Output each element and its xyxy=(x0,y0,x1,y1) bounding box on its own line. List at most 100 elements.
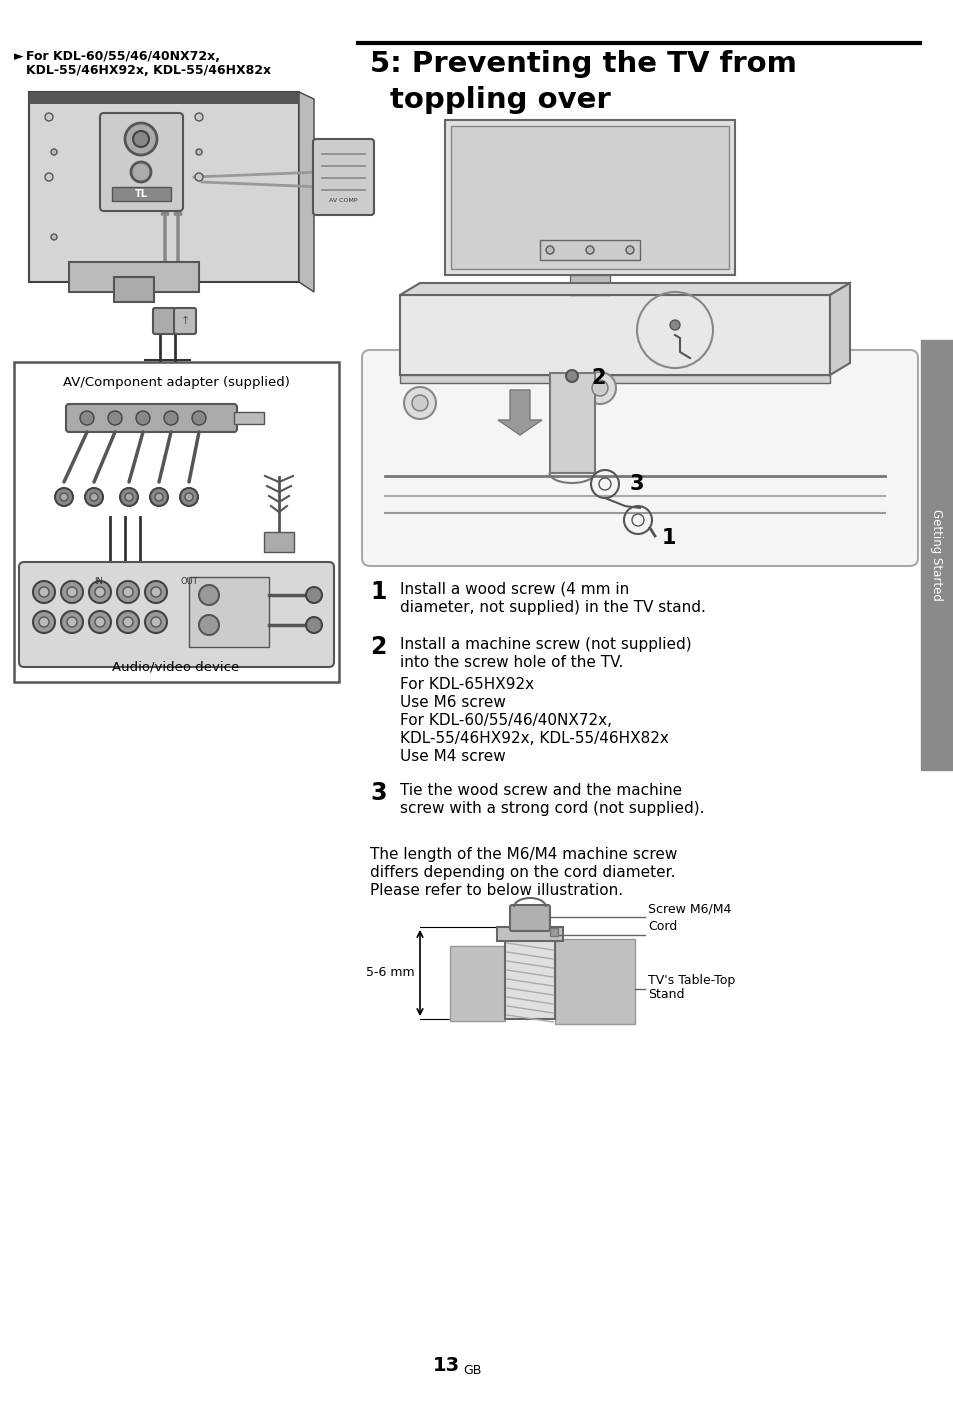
Circle shape xyxy=(194,112,203,121)
Polygon shape xyxy=(399,284,849,295)
Circle shape xyxy=(60,493,68,501)
Text: toppling over: toppling over xyxy=(390,86,610,114)
Circle shape xyxy=(194,173,203,181)
Circle shape xyxy=(306,587,322,602)
Text: ►: ► xyxy=(14,51,24,63)
Circle shape xyxy=(33,581,55,602)
Circle shape xyxy=(95,587,105,597)
Bar xyxy=(399,375,829,383)
Bar xyxy=(550,373,595,473)
FancyBboxPatch shape xyxy=(510,906,550,931)
Text: Stand: Stand xyxy=(647,988,684,1001)
Circle shape xyxy=(164,411,178,425)
Circle shape xyxy=(125,124,157,154)
Circle shape xyxy=(150,489,168,505)
Circle shape xyxy=(95,616,105,628)
Circle shape xyxy=(592,380,607,396)
FancyBboxPatch shape xyxy=(66,404,236,432)
Circle shape xyxy=(185,493,193,501)
Text: KDL-55/46HX92x, KDL-55/46HX82x: KDL-55/46HX92x, KDL-55/46HX82x xyxy=(399,731,668,746)
Text: Install a wood screw (4 mm in: Install a wood screw (4 mm in xyxy=(399,583,629,597)
Circle shape xyxy=(108,411,122,425)
Text: Audio/video device: Audio/video device xyxy=(112,661,239,674)
Bar xyxy=(233,411,264,424)
Circle shape xyxy=(154,493,163,501)
Text: 1: 1 xyxy=(661,528,676,548)
Circle shape xyxy=(45,112,53,121)
Text: Install a machine screw (not supplied): Install a machine screw (not supplied) xyxy=(399,637,691,651)
Circle shape xyxy=(89,581,111,602)
Circle shape xyxy=(125,493,132,501)
Circle shape xyxy=(80,411,94,425)
Circle shape xyxy=(117,611,139,633)
Circle shape xyxy=(199,585,219,605)
Polygon shape xyxy=(298,93,314,292)
FancyBboxPatch shape xyxy=(361,350,917,566)
Circle shape xyxy=(151,616,161,628)
Circle shape xyxy=(33,611,55,633)
Circle shape xyxy=(199,615,219,635)
Text: differs depending on the cord diameter.: differs depending on the cord diameter. xyxy=(370,865,675,880)
Text: AV COMP: AV COMP xyxy=(329,198,356,202)
Text: Screw M6/M4: Screw M6/M4 xyxy=(647,901,731,915)
Circle shape xyxy=(412,395,428,411)
FancyBboxPatch shape xyxy=(19,562,334,667)
Bar xyxy=(29,93,298,104)
Text: The length of the M6/M4 machine screw: The length of the M6/M4 machine screw xyxy=(370,847,677,862)
Text: IN: IN xyxy=(94,577,103,585)
Bar xyxy=(450,946,504,1021)
Text: TV's Table-Top: TV's Table-Top xyxy=(647,974,735,987)
Text: KDL-55/46HX92x, KDL-55/46HX82x: KDL-55/46HX92x, KDL-55/46HX82x xyxy=(26,65,271,77)
Text: 1: 1 xyxy=(370,580,386,604)
Text: 3: 3 xyxy=(629,475,644,494)
Text: TL: TL xyxy=(134,190,148,199)
Bar xyxy=(264,532,294,552)
Text: diameter, not supplied) in the TV stand.: diameter, not supplied) in the TV stand. xyxy=(399,600,705,615)
Circle shape xyxy=(39,587,49,597)
Circle shape xyxy=(67,616,77,628)
Bar xyxy=(112,187,171,201)
Text: 3: 3 xyxy=(370,781,386,804)
Text: Use M4 screw: Use M4 screw xyxy=(399,748,505,764)
Text: Tie the wood screw and the machine: Tie the wood screw and the machine xyxy=(399,783,681,797)
Circle shape xyxy=(61,611,83,633)
Text: into the screw hole of the TV.: into the screw hole of the TV. xyxy=(399,656,622,670)
Circle shape xyxy=(39,616,49,628)
Circle shape xyxy=(117,581,139,602)
Circle shape xyxy=(61,581,83,602)
Circle shape xyxy=(123,616,132,628)
Circle shape xyxy=(583,372,616,404)
Text: screw with a strong cord (not supplied).: screw with a strong cord (not supplied). xyxy=(399,802,703,816)
Circle shape xyxy=(180,489,198,505)
Text: AV/Component adapter (supplied): AV/Component adapter (supplied) xyxy=(63,376,289,389)
Text: 5-6 mm: 5-6 mm xyxy=(366,966,415,980)
Text: For KDL-65HX92x: For KDL-65HX92x xyxy=(399,677,534,692)
Text: 2: 2 xyxy=(370,635,386,658)
Bar xyxy=(497,927,562,941)
Circle shape xyxy=(136,411,150,425)
Circle shape xyxy=(51,234,57,240)
Text: 13: 13 xyxy=(433,1356,459,1375)
Bar xyxy=(29,93,298,282)
FancyBboxPatch shape xyxy=(100,112,183,211)
Circle shape xyxy=(89,611,111,633)
Text: Use M6 screw: Use M6 screw xyxy=(399,695,505,710)
Text: 2: 2 xyxy=(590,368,605,388)
Bar xyxy=(550,928,558,936)
Text: 5: Preventing the TV from: 5: Preventing the TV from xyxy=(370,51,796,79)
Text: Please refer to below illustration.: Please refer to below illustration. xyxy=(370,883,622,899)
Bar xyxy=(444,119,734,275)
Circle shape xyxy=(67,587,77,597)
Text: For KDL-60/55/46/40NX72x,: For KDL-60/55/46/40NX72x, xyxy=(26,51,220,63)
Circle shape xyxy=(123,587,132,597)
Polygon shape xyxy=(829,284,849,375)
Text: Cord: Cord xyxy=(647,920,677,934)
Circle shape xyxy=(120,489,138,505)
Bar xyxy=(113,277,153,302)
Bar xyxy=(399,295,829,375)
Bar xyxy=(555,939,635,1024)
Bar xyxy=(504,939,555,1019)
Circle shape xyxy=(151,587,161,597)
FancyBboxPatch shape xyxy=(152,307,174,334)
Circle shape xyxy=(403,388,436,418)
